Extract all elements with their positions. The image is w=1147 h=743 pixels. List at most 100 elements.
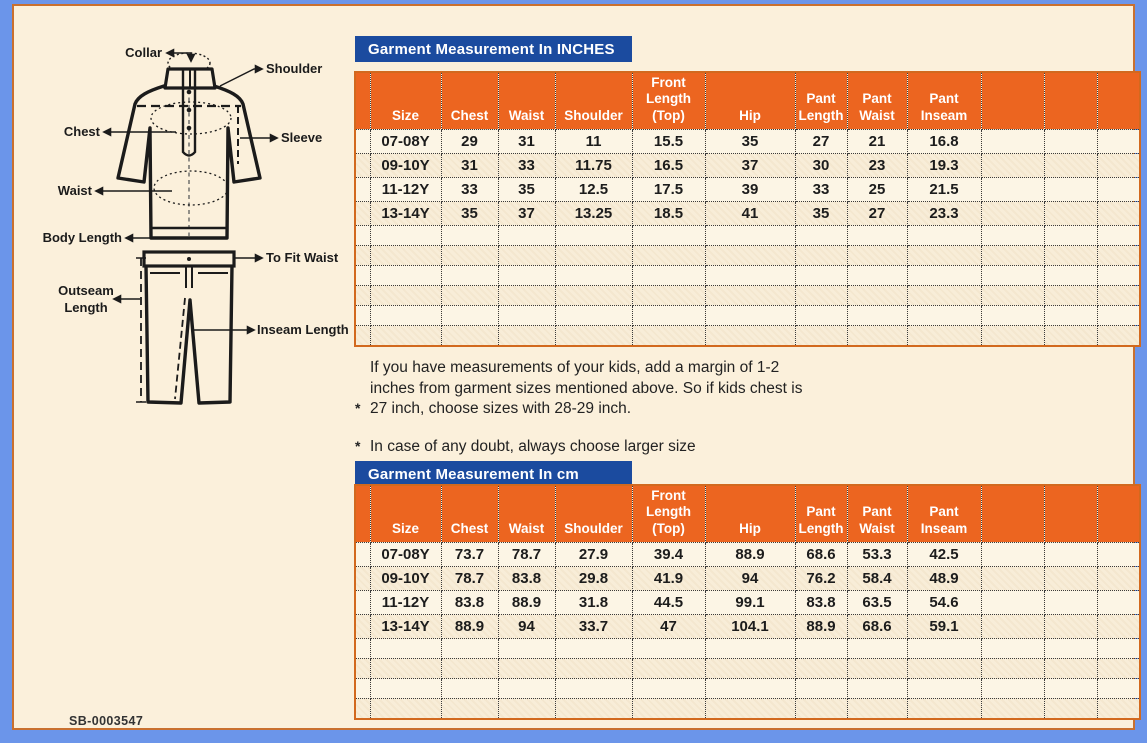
table-cell: 31.8	[554, 590, 633, 616]
table-cell-empty	[354, 225, 371, 247]
table-cell-empty	[354, 658, 371, 680]
table-cell-empty	[369, 638, 442, 660]
table-cell-empty	[1096, 305, 1141, 327]
table-cell: 59.1	[906, 614, 982, 640]
empty-row	[354, 265, 1141, 287]
note-text: In case of any doubt, always choose larg…	[370, 437, 696, 455]
pants-drawing	[136, 250, 236, 405]
table-cell-empty	[906, 678, 982, 700]
measurement-table: Size Chest Waist Shoulder Front Length (Top)…	[354, 71, 1141, 347]
table-cell: 19.3	[906, 153, 982, 179]
table-cell: 09-10Y	[369, 566, 442, 592]
table-cell-empty	[906, 638, 982, 660]
table-cell-empty	[354, 265, 371, 287]
table-cell: 83.8	[794, 590, 848, 616]
table-cell-empty	[354, 285, 371, 307]
table-row: 09-10Y 31 33 11.75 16.5 37 30 23 19.3	[354, 153, 1141, 179]
table-cell-empty	[1043, 658, 1098, 680]
table-cell-empty	[704, 285, 796, 307]
table-cell: 88.9	[440, 614, 499, 640]
table-cell-empty	[369, 678, 442, 700]
label-sleeve: Sleeve	[281, 130, 322, 145]
table-cell-empty	[980, 590, 1045, 616]
table-cell-empty	[354, 305, 371, 327]
table-cell-empty	[906, 265, 982, 287]
table-cell: 104.1	[704, 614, 796, 640]
table-cell: 94	[497, 614, 556, 640]
table-cell: 68.6	[794, 542, 848, 568]
table-cell-empty	[1096, 678, 1141, 700]
table-cell-empty	[794, 638, 848, 660]
table-cell-empty	[369, 698, 442, 720]
asterisk-marker: *	[355, 400, 361, 417]
table-cell-empty	[704, 678, 796, 700]
table-cell: 33.7	[554, 614, 633, 640]
table-cell-empty	[846, 225, 908, 247]
table-cell-empty	[1043, 566, 1098, 592]
table-cell-empty	[440, 678, 499, 700]
table-cell: 29	[440, 129, 499, 155]
table-cell-empty	[704, 698, 796, 720]
column-header-empty	[980, 484, 1045, 544]
table-cell-empty	[369, 225, 442, 247]
empty-row	[354, 325, 1141, 347]
table-cell: 07-08Y	[369, 129, 442, 155]
table-cell-empty	[980, 658, 1045, 680]
empty-row	[354, 698, 1141, 720]
table-cell: 73.7	[440, 542, 499, 568]
table-cell-empty	[354, 614, 371, 640]
table-cell-empty	[1043, 245, 1098, 267]
table-cell-empty	[980, 678, 1045, 700]
table-cell-empty	[906, 698, 982, 720]
note-text: If you have measurements of your kids, a…	[370, 359, 803, 418]
table-row: 13-14Y 88.9 94 33.7 47 104.1 88.9 68.6 59.1	[354, 614, 1141, 640]
table-cell: 11-12Y	[369, 177, 442, 203]
table-cell-empty	[369, 285, 442, 307]
table-row: 07-08Y 73.7 78.7 27.9 39.4 88.9 68.6 53.3 42.5	[354, 542, 1141, 568]
table-cell-empty	[846, 325, 908, 347]
column-header: Size	[369, 71, 442, 131]
table-cell: 42.5	[906, 542, 982, 568]
kurta-drawing	[116, 52, 262, 240]
table-cell-empty	[554, 305, 633, 327]
table-cell: 13-14Y	[369, 201, 442, 227]
table-cell-empty	[369, 325, 442, 347]
table-cell-empty	[846, 245, 908, 267]
table-cell-empty	[980, 201, 1045, 227]
table-cell-empty	[980, 265, 1045, 287]
table-cell: 25	[846, 177, 908, 203]
table-cell-empty	[846, 658, 908, 680]
table-cell-empty	[369, 305, 442, 327]
table-cell: 16.8	[906, 129, 982, 155]
table-cell: 35	[794, 201, 848, 227]
table-cell-empty	[440, 245, 499, 267]
table-cell-empty	[440, 305, 499, 327]
table-cell-empty	[1043, 698, 1098, 720]
table-cell-empty	[1096, 285, 1141, 307]
table-cell-empty	[1096, 225, 1141, 247]
table-cell: 58.4	[846, 566, 908, 592]
table-cell-empty	[554, 638, 633, 660]
table-cell: 37	[497, 201, 556, 227]
table-cell-empty	[497, 678, 556, 700]
table-cell-empty	[980, 177, 1045, 203]
table-cell-empty	[1043, 129, 1098, 155]
column-header: Pant Length	[794, 484, 848, 544]
table-cell-empty	[369, 265, 442, 287]
table-cell-empty	[631, 285, 706, 307]
column-header: Shoulder	[554, 71, 633, 131]
table-cell-empty	[794, 658, 848, 680]
table-cell: 27.9	[554, 542, 633, 568]
inches-table-title: Garment Measurement In INCHES	[355, 36, 632, 62]
empty-row	[354, 658, 1141, 680]
table-cell-empty	[980, 698, 1045, 720]
table-cell-empty	[440, 225, 499, 247]
table-cell-empty	[906, 225, 982, 247]
table-cell: 27	[846, 201, 908, 227]
table-cell-empty	[497, 225, 556, 247]
table-cell: 35	[440, 201, 499, 227]
table-cell-empty	[631, 698, 706, 720]
table-cell-empty	[631, 225, 706, 247]
table-cell: 78.7	[440, 566, 499, 592]
table-cell-empty	[794, 698, 848, 720]
